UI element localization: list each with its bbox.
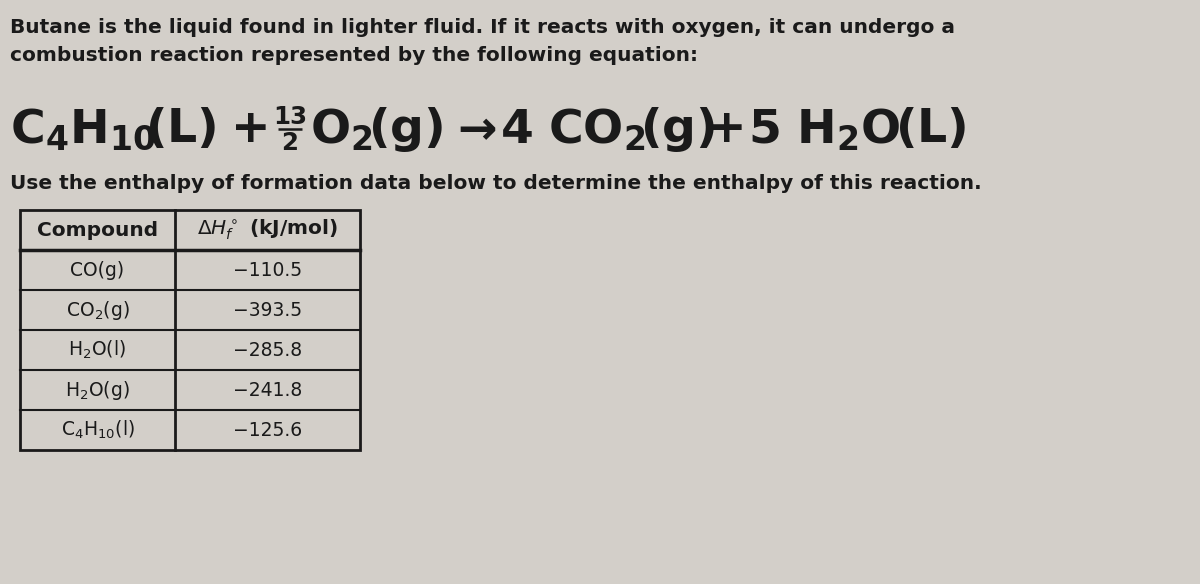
- Text: $\mathbf{(g)}$: $\mathbf{(g)}$: [368, 106, 443, 155]
- Text: 13: 13: [272, 105, 307, 129]
- Text: $\mathbf{(L)}$: $\mathbf{(L)}$: [145, 107, 216, 152]
- Text: $\mathbf{+}$: $\mathbf{+}$: [230, 107, 266, 152]
- Text: Compound: Compound: [37, 221, 158, 239]
- Text: H$_2$O(g): H$_2$O(g): [65, 378, 130, 402]
- Text: −241.8: −241.8: [233, 381, 302, 399]
- Text: −393.5: −393.5: [233, 301, 302, 319]
- Text: C$_4$H$_{10}$(l): C$_4$H$_{10}$(l): [60, 419, 134, 441]
- Bar: [20, 210, 360, 450]
- Text: $\mathbf{4\ CO_2}$: $\mathbf{4\ CO_2}$: [500, 107, 646, 153]
- Text: H$_2$O(l): H$_2$O(l): [68, 339, 126, 361]
- Text: $\mathbf{+}$: $\mathbf{+}$: [706, 107, 743, 152]
- Text: Use the enthalpy of formation data below to determine the enthalpy of this react: Use the enthalpy of formation data below…: [10, 174, 982, 193]
- Text: $\mathbf{\rightarrow}$: $\mathbf{\rightarrow}$: [448, 107, 497, 152]
- Text: CO(g): CO(g): [71, 260, 125, 280]
- Text: $\mathbf{5\ H_2O}$: $\mathbf{5\ H_2O}$: [748, 107, 900, 153]
- Text: −285.8: −285.8: [233, 340, 302, 360]
- Text: −125.6: −125.6: [233, 420, 302, 440]
- Text: −110.5: −110.5: [233, 260, 302, 280]
- Text: 2: 2: [282, 131, 299, 155]
- Text: $\Delta H_f^\circ$ (kJ/mol): $\Delta H_f^\circ$ (kJ/mol): [197, 218, 338, 242]
- Text: Butane is the liquid found in lighter fluid. If it reacts with oxygen, it can un: Butane is the liquid found in lighter fl…: [10, 18, 955, 37]
- Text: $\mathbf{(L)}$: $\mathbf{(L)}$: [895, 107, 966, 152]
- Text: $\mathbf{(g)}$: $\mathbf{(g)}$: [640, 106, 715, 155]
- Text: combustion reaction represented by the following equation:: combustion reaction represented by the f…: [10, 46, 698, 65]
- Text: $\mathbf{O_2}$: $\mathbf{O_2}$: [310, 107, 373, 153]
- Text: CO$_2$(g): CO$_2$(g): [66, 298, 130, 322]
- Text: $\mathbf{C_4H_{10}}$: $\mathbf{C_4H_{10}}$: [10, 107, 156, 153]
